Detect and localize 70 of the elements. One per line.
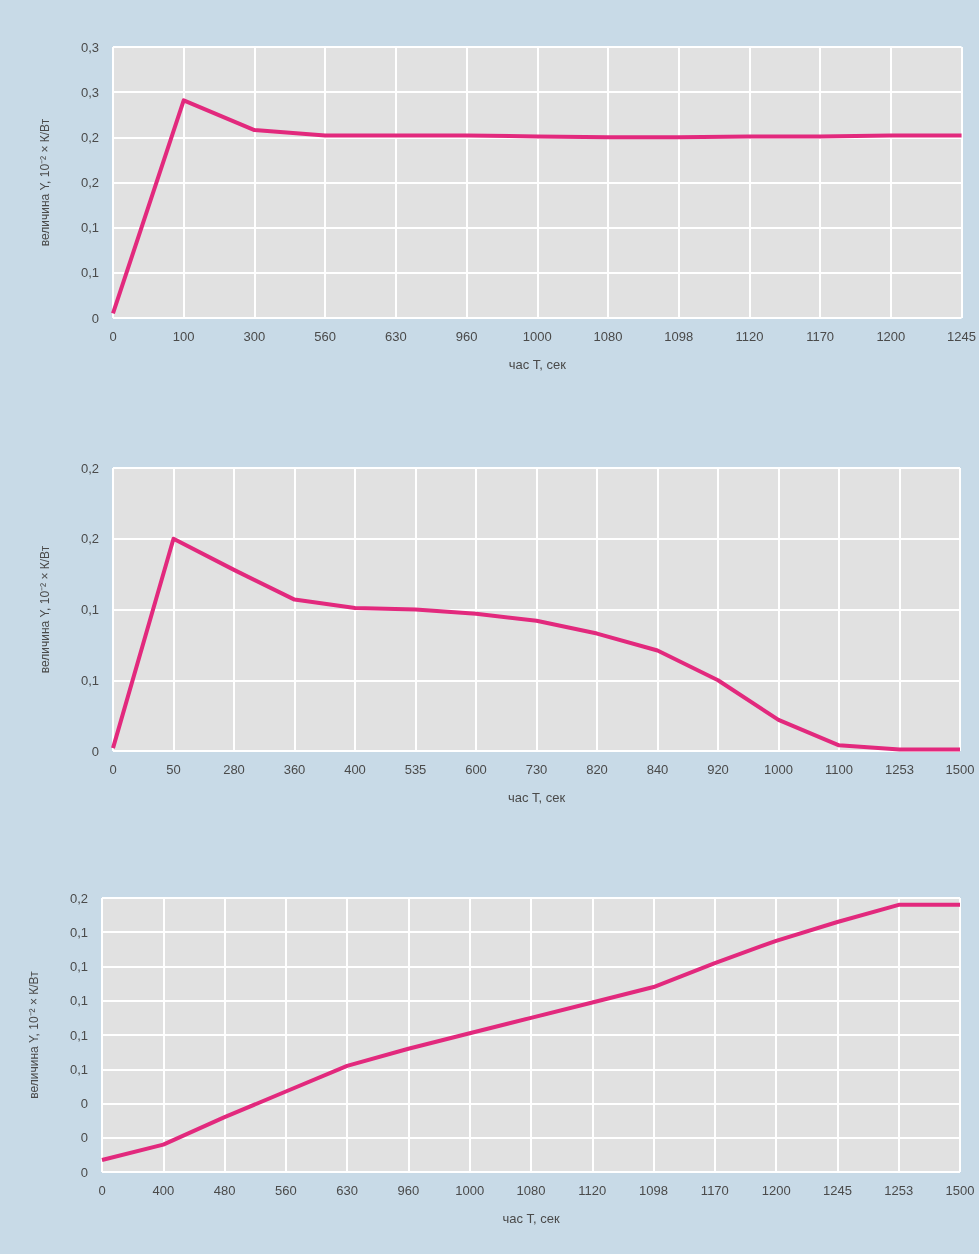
- x-tick-label: 1253: [885, 762, 914, 777]
- y-tick-label: 0,1: [69, 1027, 88, 1043]
- y-tick-label: 0,2: [80, 129, 99, 145]
- x-tick-label: 1120: [735, 329, 764, 344]
- x-tick-label: 480: [213, 1183, 236, 1198]
- x-tick-label: 1245: [947, 329, 976, 344]
- x-tick-label: 0: [109, 329, 117, 344]
- y-axis-title: величина Y, 10⁻² × К/Вт: [38, 545, 52, 674]
- x-tick-label: 1100: [825, 762, 853, 777]
- x-tick-label: 400: [344, 762, 366, 777]
- x-tick-label: 560: [275, 1183, 297, 1198]
- y-tick-label: 0,2: [69, 890, 88, 906]
- x-tick-label: 630: [385, 329, 407, 344]
- x-tick-label: 960: [397, 1183, 420, 1198]
- x-tick-label: 560: [314, 329, 336, 344]
- y-tick-label: 0,1: [80, 265, 99, 281]
- y-tick-label: 0,2: [80, 531, 99, 547]
- x-tick-label: 1000: [522, 329, 552, 344]
- x-tick-label: 1170: [700, 1183, 729, 1198]
- y-tick-label: 0: [80, 1096, 88, 1111]
- y-tick-label: 0: [91, 310, 99, 326]
- x-tick-label: 960: [455, 329, 478, 344]
- y-tick-label: 0,1: [80, 220, 99, 236]
- x-tick-label: 820: [586, 762, 608, 777]
- x-axis-title: час T, сек: [508, 357, 567, 372]
- y-tick-label: 0,3: [80, 39, 99, 55]
- x-tick-label: 920: [707, 762, 729, 777]
- x-axis-title: час T, сек: [507, 790, 566, 805]
- x-tick-label: 840: [646, 762, 669, 777]
- x-tick-label: 1080: [593, 329, 623, 344]
- y-tick-label: 0,2: [80, 175, 99, 190]
- y-axis-title: величина Y, 10⁻² × К/Вт: [27, 970, 41, 1099]
- x-tick-label: 50: [166, 762, 181, 777]
- y-tick-label: 0,1: [69, 993, 88, 1009]
- x-tick-label: 1253: [884, 1183, 914, 1198]
- x-tick-label: 1098: [639, 1183, 669, 1198]
- y-tick-label: 0,1: [69, 959, 88, 974]
- y-tick-label: 0,1: [69, 1061, 88, 1077]
- x-tick-label: 1170: [806, 329, 835, 344]
- y-tick-label: 0,3: [80, 84, 99, 100]
- x-tick-label: 535: [404, 762, 427, 777]
- y-axis-title: величина Y, 10⁻² × К/Вт: [38, 118, 52, 247]
- x-tick-label: 360: [283, 762, 306, 777]
- x-tick-label: 1500: [945, 762, 975, 777]
- x-tick-label: 100: [172, 329, 195, 344]
- x-tick-label: 730: [525, 762, 548, 777]
- x-tick-label: 1200: [876, 329, 906, 344]
- y-tick-label: 0,1: [69, 924, 88, 940]
- x-tick-label: 1000: [764, 762, 793, 777]
- x-tick-label: 300: [243, 329, 266, 344]
- x-tick-label: 1245: [822, 1183, 852, 1198]
- x-tick-label: 1120: [578, 1183, 607, 1198]
- y-tick-label: 0,1: [80, 602, 99, 617]
- y-tick-label: 0: [91, 743, 99, 759]
- y-tick-label: 0,1: [80, 672, 99, 688]
- x-tick-label: 1080: [516, 1183, 546, 1198]
- x-tick-label: 1500: [945, 1183, 975, 1198]
- x-tick-label: 0: [109, 762, 117, 777]
- x-tick-label: 280: [223, 762, 245, 777]
- x-tick-label: 400: [152, 1183, 175, 1198]
- y-tick-label: 0: [80, 1164, 88, 1180]
- x-tick-label: 600: [465, 762, 487, 777]
- x-axis-title: час T, сек: [502, 1211, 560, 1226]
- x-tick-label: 1098: [664, 329, 694, 344]
- line-series: [100, 902, 962, 1163]
- x-tick-label: 630: [336, 1183, 358, 1198]
- y-tick-label: 0: [80, 1130, 88, 1146]
- x-tick-label: 1000: [455, 1183, 485, 1198]
- y-tick-label: 0,2: [80, 460, 99, 476]
- x-tick-label: 1200: [761, 1183, 791, 1198]
